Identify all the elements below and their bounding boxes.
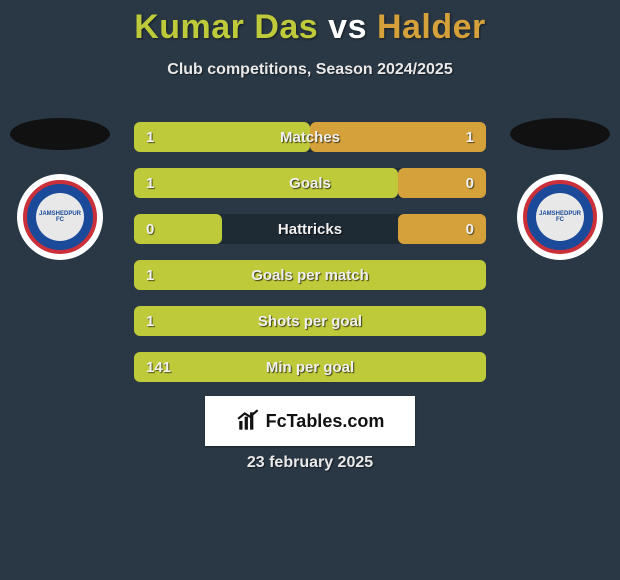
stat-value-left: 1 bbox=[146, 306, 154, 336]
stat-row: 10Goals bbox=[134, 168, 486, 198]
stat-value-right: 0 bbox=[466, 168, 474, 198]
left-badge-core: JAMSHEDPUR FC bbox=[36, 193, 84, 241]
brand: FcTables.com bbox=[236, 408, 385, 434]
right-shadow-oval bbox=[510, 118, 610, 150]
stat-row: 1Goals per match bbox=[134, 260, 486, 290]
stat-row: 1Shots per goal bbox=[134, 306, 486, 336]
stat-value-right: 1 bbox=[466, 122, 474, 152]
chart-icon bbox=[236, 408, 262, 434]
left-badge-inner: JAMSHEDPUR FC bbox=[23, 180, 97, 254]
stat-fill-left bbox=[134, 260, 486, 290]
stat-value-left: 1 bbox=[146, 122, 154, 152]
stat-fill-left bbox=[134, 122, 310, 152]
stat-value-left: 1 bbox=[146, 260, 154, 290]
player2-name: Halder bbox=[377, 8, 486, 46]
right-team-badge: JAMSHEDPUR FC bbox=[517, 174, 603, 260]
stat-fill-left bbox=[134, 306, 486, 336]
right-badge-core: JAMSHEDPUR FC bbox=[536, 193, 584, 241]
left-shadow-oval bbox=[10, 118, 110, 150]
left-team-block: JAMSHEDPUR FC bbox=[10, 118, 110, 260]
vs-text: vs bbox=[328, 8, 367, 46]
stat-value-left: 141 bbox=[146, 352, 171, 382]
left-team-badge: JAMSHEDPUR FC bbox=[17, 174, 103, 260]
subtitle: Club competitions, Season 2024/2025 bbox=[0, 61, 620, 79]
stat-value-left: 1 bbox=[146, 168, 154, 198]
right-badge-inner: JAMSHEDPUR FC bbox=[523, 180, 597, 254]
player1-name: Kumar Das bbox=[134, 8, 318, 46]
stat-fill-left bbox=[134, 168, 398, 198]
comparison-title: Kumar Das vs Halder bbox=[0, 0, 620, 47]
stat-fill-right bbox=[310, 122, 486, 152]
brand-text: FcTables.com bbox=[266, 411, 385, 432]
stat-fill-left bbox=[134, 352, 486, 382]
right-team-block: JAMSHEDPUR FC bbox=[510, 118, 610, 260]
stat-row: 141Min per goal bbox=[134, 352, 486, 382]
stats-rows: 11Matches10Goals00Hattricks1Goals per ma… bbox=[134, 122, 486, 398]
stat-row: 00Hattricks bbox=[134, 214, 486, 244]
stat-value-right: 0 bbox=[466, 214, 474, 244]
date-text: 23 february 2025 bbox=[0, 454, 620, 472]
brand-box: FcTables.com bbox=[205, 396, 415, 446]
stat-row: 11Matches bbox=[134, 122, 486, 152]
stat-value-left: 0 bbox=[146, 214, 154, 244]
